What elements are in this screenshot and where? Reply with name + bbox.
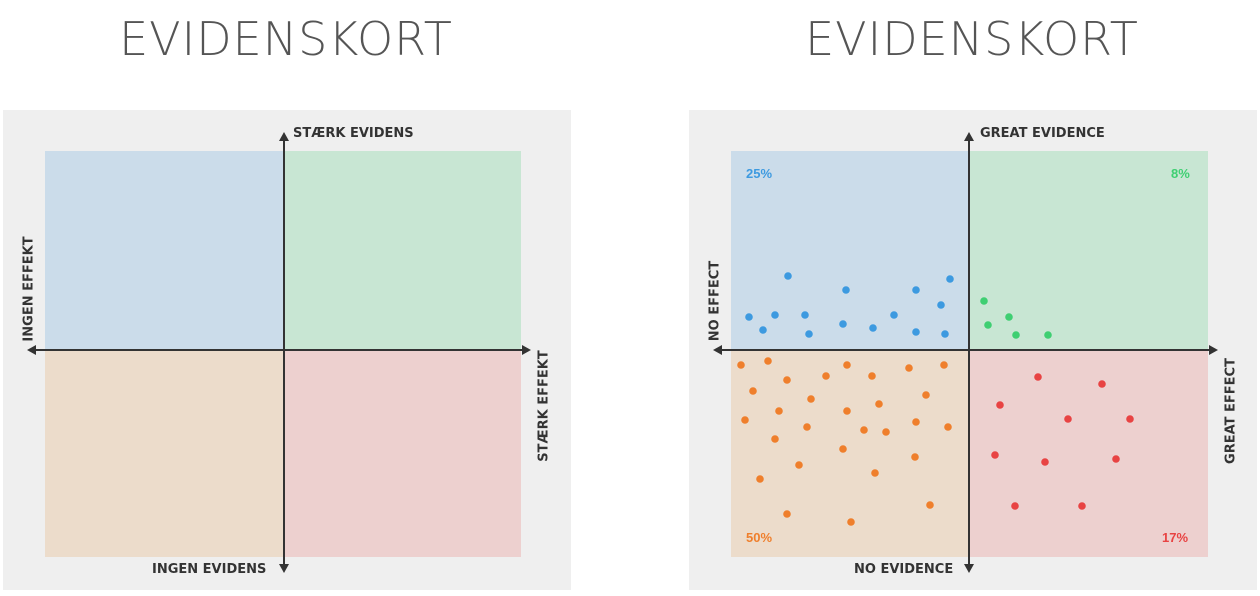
green-dot xyxy=(1005,313,1013,321)
orange-dot xyxy=(912,418,920,426)
orange-dot xyxy=(875,400,883,408)
blue-dot xyxy=(745,313,753,321)
right-panel: GREAT EVIDENCE NO EVIDENCE NO EFFECT GRE… xyxy=(689,110,1257,590)
red-dot xyxy=(1078,502,1086,510)
blue-dot xyxy=(784,272,792,280)
green-dot xyxy=(1044,331,1052,339)
orange-dot xyxy=(764,357,772,365)
right-title: EVIDENSKORT xyxy=(805,12,1139,66)
left-quadrant-bottom-right xyxy=(284,350,521,557)
orange-dot xyxy=(868,372,876,380)
pct-bottom-left: 50% xyxy=(746,530,773,545)
orange-dot xyxy=(882,428,890,436)
pct-bottom-right: 17% xyxy=(1162,530,1189,545)
right-left-label: NO EFFECT xyxy=(707,260,723,342)
red-dot xyxy=(996,401,1004,409)
orange-dot xyxy=(756,475,764,483)
left-quadrant-bottom-left xyxy=(45,350,284,557)
left-quadrant-top-right xyxy=(284,151,521,350)
orange-dot xyxy=(847,518,855,526)
right-quadrant-bottom-right xyxy=(969,350,1208,557)
right-dots xyxy=(737,272,1134,526)
left-panel: STÆRK EVIDENS INGEN EVIDENS INGEN EFFEKT… xyxy=(3,110,571,590)
orange-dot xyxy=(741,416,749,424)
right-bottom-label: NO EVIDENCE xyxy=(854,562,954,577)
orange-dot xyxy=(795,461,803,469)
left-bottom-label: INGEN EVIDENS xyxy=(152,562,267,577)
left-quadrant-top-left xyxy=(45,151,284,350)
red-dot xyxy=(1034,373,1042,381)
orange-dot xyxy=(822,372,830,380)
blue-dot xyxy=(946,275,954,283)
left-right-label: STÆRK EFFEKT xyxy=(536,350,552,462)
red-dot xyxy=(991,451,999,459)
orange-dot xyxy=(803,423,811,431)
orange-dot xyxy=(940,361,948,369)
left-title: EVIDENSKORT xyxy=(119,12,453,66)
blue-dot xyxy=(869,324,877,332)
orange-dot xyxy=(860,426,868,434)
red-dot xyxy=(1011,502,1019,510)
orange-dot xyxy=(839,445,847,453)
orange-dot xyxy=(843,407,851,415)
blue-dot xyxy=(759,326,767,334)
blue-dot xyxy=(771,311,779,319)
left-top-label: STÆRK EVIDENS xyxy=(293,126,414,141)
red-dot xyxy=(1064,415,1072,423)
orange-dot xyxy=(771,435,779,443)
blue-dot xyxy=(890,311,898,319)
left-axes xyxy=(27,132,531,573)
right-top-label: GREAT EVIDENCE xyxy=(980,126,1105,141)
orange-dot xyxy=(775,407,783,415)
orange-dot xyxy=(911,453,919,461)
blue-dot xyxy=(941,330,949,338)
orange-dot xyxy=(871,469,879,477)
orange-dot xyxy=(737,361,745,369)
orange-dot xyxy=(905,364,913,372)
red-dot xyxy=(1112,455,1120,463)
right-quadrant-top-left xyxy=(731,151,969,350)
blue-dot xyxy=(912,286,920,294)
orange-dot xyxy=(749,387,757,395)
blue-dot xyxy=(842,286,850,294)
green-dot xyxy=(980,297,988,305)
red-dot xyxy=(1098,380,1106,388)
orange-dot xyxy=(926,501,934,509)
blue-dot xyxy=(912,328,920,336)
orange-dot xyxy=(783,510,791,518)
red-dot xyxy=(1126,415,1134,423)
blue-dot xyxy=(937,301,945,309)
green-dot xyxy=(984,321,992,329)
right-right-label: GREAT EFFECT xyxy=(1223,358,1239,464)
pct-top-right: 8% xyxy=(1171,166,1190,181)
orange-dot xyxy=(922,391,930,399)
blue-dot xyxy=(839,320,847,328)
left-left-label: INGEN EFFEKT xyxy=(21,236,37,342)
pct-top-left: 25% xyxy=(746,166,773,181)
orange-dot xyxy=(807,395,815,403)
orange-dot xyxy=(944,423,952,431)
red-dot xyxy=(1041,458,1049,466)
right-axes xyxy=(713,132,1218,573)
orange-dot xyxy=(843,361,851,369)
blue-dot xyxy=(801,311,809,319)
green-dot xyxy=(1012,331,1020,339)
blue-dot xyxy=(805,330,813,338)
orange-dot xyxy=(783,376,791,384)
